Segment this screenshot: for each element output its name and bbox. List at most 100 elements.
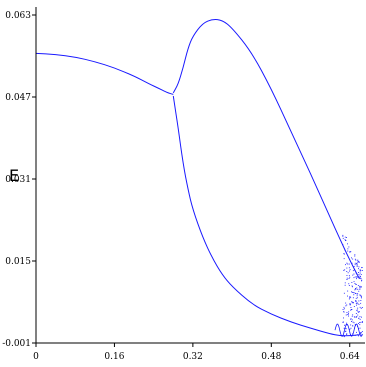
series-point xyxy=(360,276,361,277)
series-point xyxy=(349,297,351,299)
series-point xyxy=(358,311,360,313)
series-point xyxy=(360,296,362,298)
series-point xyxy=(345,314,347,316)
series-point xyxy=(357,303,359,305)
series-point xyxy=(354,254,356,256)
series-point xyxy=(350,303,351,305)
series-point xyxy=(346,304,348,306)
series-point xyxy=(354,289,356,291)
y-tick-label: 0.031 xyxy=(5,175,31,185)
series-point xyxy=(354,283,356,284)
series-point xyxy=(346,324,348,326)
series-point xyxy=(351,321,352,322)
series-point xyxy=(349,251,351,253)
series-point xyxy=(344,269,346,271)
series-point xyxy=(360,278,362,280)
series-point xyxy=(348,315,349,317)
series-point xyxy=(358,311,360,312)
series-point xyxy=(352,321,354,323)
series-point xyxy=(359,269,361,271)
series-point xyxy=(352,286,353,288)
series-point xyxy=(351,319,353,321)
series-point xyxy=(343,258,345,260)
series-point xyxy=(361,286,362,288)
series-point xyxy=(352,291,353,293)
series-point xyxy=(350,324,352,326)
series-point xyxy=(355,283,357,285)
series-point xyxy=(342,321,344,323)
series-point xyxy=(353,277,355,279)
series-point xyxy=(360,274,362,275)
series-point xyxy=(347,263,349,265)
plot-ticks: 0 0.16 0.32 0.48 0.64 0.063 0.047 0.031 0.015 -0.… xyxy=(2,11,360,362)
series-point xyxy=(361,280,362,282)
series-point xyxy=(352,325,353,327)
series-point xyxy=(356,265,358,267)
series-point xyxy=(356,331,357,333)
x-tick-label: 0.64 xyxy=(340,352,360,362)
series-point xyxy=(342,309,344,310)
series-point xyxy=(356,293,358,295)
series-point xyxy=(355,303,357,304)
series-point xyxy=(348,246,350,248)
series-point xyxy=(356,278,357,280)
series-point xyxy=(349,251,350,253)
series-point xyxy=(347,295,348,297)
y-tick-label: 0.063 xyxy=(5,11,31,21)
series-point xyxy=(361,267,363,269)
plot-curves xyxy=(35,19,363,338)
series-point xyxy=(348,267,350,269)
series-point xyxy=(357,276,359,278)
series-point xyxy=(359,272,361,274)
series-point xyxy=(357,314,359,316)
series-point xyxy=(352,258,354,260)
series-point xyxy=(359,285,361,287)
series-point xyxy=(351,309,353,310)
series-point xyxy=(348,263,350,265)
chaotic-region xyxy=(342,234,363,338)
series-point xyxy=(356,265,358,267)
series-point xyxy=(358,261,360,263)
series-point xyxy=(359,295,361,296)
series-point xyxy=(356,273,358,275)
series-point xyxy=(355,300,357,302)
series-point xyxy=(358,300,360,302)
series-point xyxy=(346,334,348,335)
series-point xyxy=(356,276,358,278)
series-point xyxy=(342,237,344,239)
series-point xyxy=(344,330,346,332)
series-point xyxy=(353,266,355,267)
series-point xyxy=(354,264,356,266)
series-point xyxy=(353,322,355,324)
series-point xyxy=(343,336,345,338)
series-point xyxy=(361,331,363,332)
series-point xyxy=(344,324,345,326)
series-point xyxy=(355,288,356,289)
series-point xyxy=(355,300,356,302)
series-point xyxy=(358,335,359,337)
series-point xyxy=(356,309,358,311)
series-point xyxy=(353,281,355,283)
series-point xyxy=(343,317,344,319)
series-point xyxy=(351,301,353,302)
series-point xyxy=(352,270,354,272)
series-point xyxy=(350,318,352,320)
series-point xyxy=(350,309,352,310)
series-point xyxy=(347,248,349,250)
series-point xyxy=(361,267,363,268)
series-point xyxy=(352,297,354,299)
series-point xyxy=(346,312,348,313)
series-point xyxy=(344,282,346,284)
series-point xyxy=(360,302,362,304)
series-point xyxy=(356,316,358,317)
series-point xyxy=(352,314,354,316)
series-point xyxy=(346,277,348,279)
series-1-curve xyxy=(172,19,360,280)
series-point xyxy=(344,284,346,286)
series-point xyxy=(359,270,361,272)
series-point xyxy=(360,300,362,301)
series-point xyxy=(343,253,345,255)
series-point xyxy=(354,292,356,294)
series-point xyxy=(350,307,352,308)
series-point xyxy=(353,302,354,304)
